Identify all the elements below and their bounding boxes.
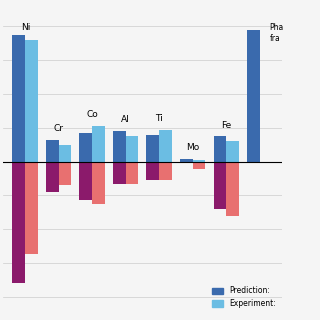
Bar [147,135,159,162]
Bar [126,162,138,184]
Text: Pha
fra: Pha fra [269,23,284,43]
Bar [59,162,71,185]
Text: Ti: Ti [155,114,163,123]
Bar [92,126,105,162]
Bar [193,162,205,169]
Bar [213,136,226,162]
Text: Al: Al [121,116,130,124]
Bar [59,145,71,162]
Legend: Prediction:, Experiment:: Prediction:, Experiment: [211,285,278,310]
Bar [193,160,205,162]
Bar [126,136,138,162]
Bar [12,35,25,162]
Bar [159,130,172,162]
Bar [113,131,126,162]
Bar [25,40,38,162]
Bar [12,162,25,283]
Bar [46,140,59,162]
Bar [147,162,159,180]
Bar [79,162,92,200]
Bar [46,162,59,192]
Bar [79,133,92,162]
Bar [113,162,126,184]
Bar [226,162,239,216]
Bar [247,30,260,162]
Text: Fe: Fe [221,121,231,130]
Bar [92,162,105,204]
Text: Cr: Cr [53,124,64,133]
Text: Co: Co [86,110,98,119]
Bar [159,162,172,180]
Bar [213,162,226,209]
Bar [180,159,193,162]
Text: Ni: Ni [21,23,31,32]
Text: Mo: Mo [186,143,199,152]
Bar [226,141,239,162]
Bar [25,162,38,254]
Bar [180,162,193,163]
